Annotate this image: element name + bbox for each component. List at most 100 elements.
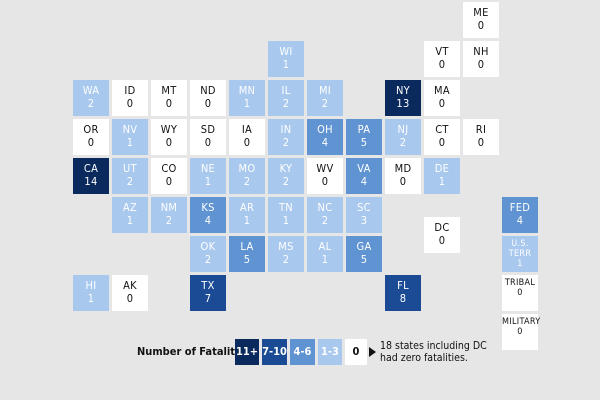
tile-label: NC <box>317 201 333 214</box>
tile-ar: AR 1 <box>229 197 265 233</box>
tile-value: 0 <box>243 136 251 149</box>
tile-mi: MI 2 <box>307 80 343 116</box>
tile-me: ME 0 <box>463 2 499 38</box>
tile-ma: MA 0 <box>424 80 460 116</box>
tile-label: IN <box>280 123 292 136</box>
tile-ca: CA 14 <box>73 158 109 194</box>
tile-label: KS <box>201 201 215 214</box>
tile-label: ID <box>124 84 136 97</box>
tile-label: AK <box>123 279 137 292</box>
tile-value: 0 <box>126 292 134 305</box>
tile-label: TN <box>278 201 294 214</box>
tile-label: AZ <box>122 201 138 214</box>
tile-value: 2 <box>321 214 329 227</box>
tile-fl: FL 8 <box>385 275 421 311</box>
tile-md: MD 0 <box>385 158 421 194</box>
tile-ct: CT 0 <box>424 119 460 155</box>
tile-pa: PA 5 <box>346 119 382 155</box>
tile-value: 0 <box>204 136 212 149</box>
tile-label: CO <box>161 162 177 175</box>
tile-tn: TN 1 <box>268 197 304 233</box>
tile-value: 1 <box>282 214 290 227</box>
tile-label: ND <box>200 84 216 97</box>
tile-label: FED <box>509 201 531 214</box>
tile-value: 0 <box>517 327 523 337</box>
tile-value: 0 <box>165 97 173 110</box>
tile-label: SD <box>200 123 216 136</box>
tile-ut: UT 2 <box>112 158 148 194</box>
tile-label: MO <box>238 162 256 175</box>
tile-value: 7 <box>204 292 212 305</box>
tile-nd: ND 0 <box>190 80 226 116</box>
tile-label: WA <box>82 84 100 97</box>
tile-military: MILITARY 0 <box>502 314 541 350</box>
tile-label: DC <box>434 220 450 234</box>
tile-ms: MS 2 <box>268 236 304 272</box>
tile-label: NH <box>473 45 489 58</box>
tile-mt: MT 0 <box>151 80 187 116</box>
tile-value: 2 <box>282 253 290 266</box>
tile-value: 2 <box>282 97 290 110</box>
tile-value: 0 <box>438 97 446 110</box>
tile-value: 4 <box>204 214 212 227</box>
tile-label: MN <box>238 84 256 97</box>
tile-wv: WV 0 <box>307 158 343 194</box>
tile-label: DE <box>434 162 450 175</box>
tile-value: 1 <box>126 136 134 149</box>
tile-ia: IA 0 <box>229 119 265 155</box>
tile-va: VA 4 <box>346 158 382 194</box>
tile-value: 0 <box>321 175 329 188</box>
tile-value: 0 <box>438 136 446 149</box>
tile-fed: FED 4 <box>502 197 538 233</box>
tile-label: MT <box>161 84 177 97</box>
tile-oh: OH 4 <box>307 119 343 155</box>
tile-value: 0 <box>204 97 212 110</box>
tile-label: IA <box>241 123 253 136</box>
tile-wa: WA 2 <box>73 80 109 116</box>
tile-label: NM <box>160 201 178 214</box>
tile-label: MS <box>278 240 294 253</box>
tile-value: 1 <box>87 292 95 305</box>
tile-la: LA 5 <box>229 236 265 272</box>
tile-label: GA <box>356 240 372 253</box>
tile-label: MILITARY <box>502 317 541 327</box>
tile-tribal: TRIBAL 0 <box>502 275 538 311</box>
tile-co: CO 0 <box>151 158 187 194</box>
tile-label: OH <box>317 123 333 136</box>
tile-label: ME <box>473 6 489 19</box>
tile-label: MA <box>434 84 450 97</box>
tile-ak: AK 0 <box>112 275 148 311</box>
tile-hi: HI 1 <box>73 275 109 311</box>
tile-label: WV <box>316 162 334 175</box>
tile-label: MI <box>318 84 332 97</box>
tile-value: 0 <box>399 175 407 188</box>
tile-mo: MO 2 <box>229 158 265 194</box>
tile-value: 2 <box>282 175 290 188</box>
tile-value: 1 <box>438 175 446 188</box>
tile-value: 3 <box>360 214 368 227</box>
tile-label: NV <box>122 123 138 136</box>
tile-de: DE 1 <box>424 158 460 194</box>
tile-value: 8 <box>399 292 407 305</box>
tile-az: AZ 1 <box>112 197 148 233</box>
tile-ky: KY 2 <box>268 158 304 194</box>
tile-label: KY <box>279 162 293 175</box>
tile-mn: MN 1 <box>229 80 265 116</box>
tile-sc: SC 3 <box>346 197 382 233</box>
tile-label: NJ <box>397 123 409 136</box>
tile-value: 2 <box>321 97 329 110</box>
tile-label: IL <box>281 84 291 97</box>
tile-value: 0 <box>517 288 523 298</box>
tile-wy: WY 0 <box>151 119 187 155</box>
tile-in: IN 2 <box>268 119 304 155</box>
tile-value: 14 <box>84 175 98 188</box>
tile-label: AR <box>239 201 255 214</box>
tile-value: 1 <box>321 253 329 266</box>
tile-label: OK <box>200 240 216 253</box>
tile-value: 1 <box>126 214 134 227</box>
tile-value: 0 <box>438 233 446 247</box>
tile-il: IL 2 <box>268 80 304 116</box>
tile-value: 2 <box>126 175 134 188</box>
tile-value: 5 <box>360 136 368 149</box>
